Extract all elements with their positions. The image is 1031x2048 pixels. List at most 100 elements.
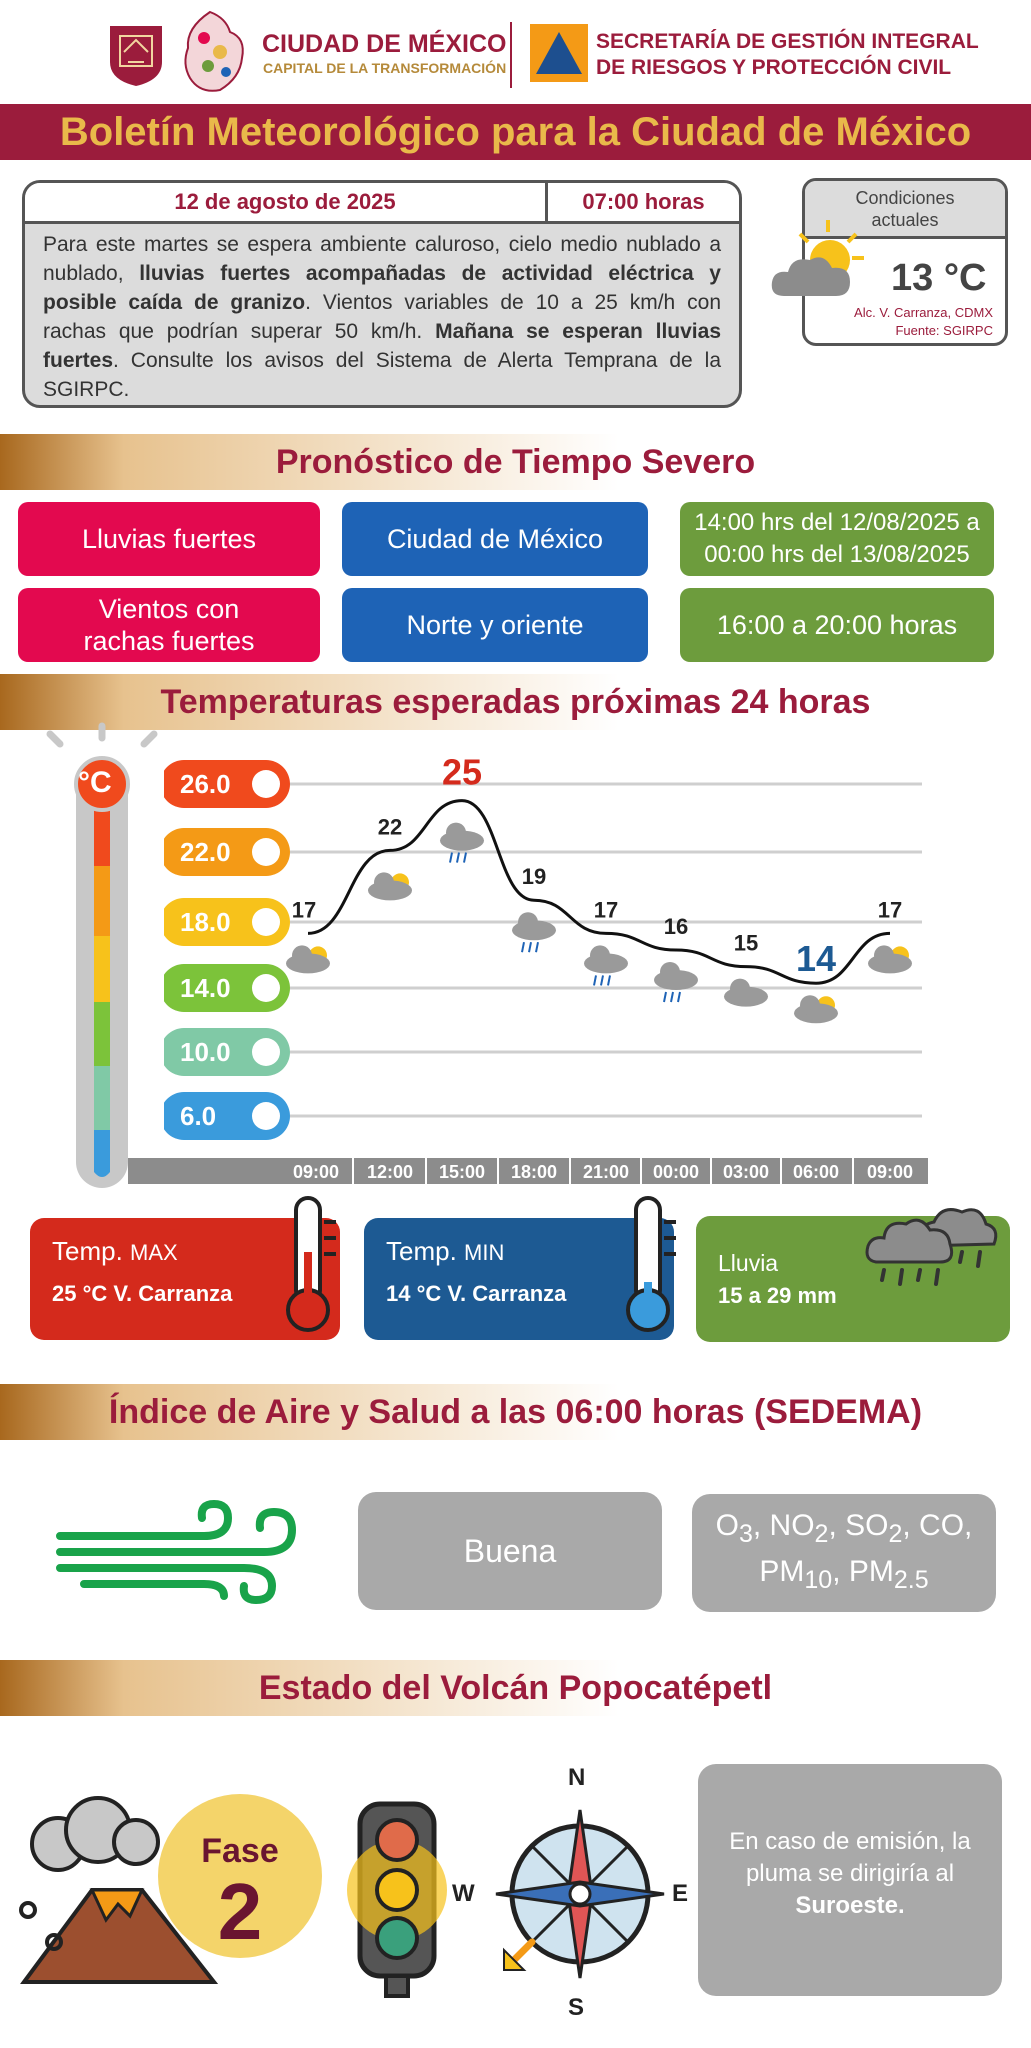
temperature-value-label: 19 [522,864,546,889]
scale-label: 26.0 [180,769,231,799]
plume-direction: Suroeste. [795,1892,905,1919]
cdmx-name: CIUDAD DE MÉXICO [262,30,507,58]
compass-east: E [672,1880,689,1907]
air-pollutants: O3, NO2, SO2, CO, PM10, PM2.5 [692,1494,996,1612]
header: CIUDAD DE MÉXICO CAPITAL DE LA TRANSFORM… [0,0,1031,100]
scale-label: 18.0 [180,907,231,937]
volcano-icon [19,1796,219,1984]
current-temp: 13 °C [891,257,987,299]
rain-drop [670,991,674,1003]
scale-label: 10.0 [180,1037,231,1067]
title-banner: Boletín Meteorológico para la Ciudad de … [0,104,1031,160]
plume-direction-box: En caso de emisión, la pluma se dirigirí… [698,1764,1002,1996]
temperature-line [307,799,891,985]
cdmx-slogan: CAPITAL DE LA TRANSFORMACIÓN [263,60,507,76]
phenomenon-strong-winds: Vientos con rachas fuertes [18,588,320,662]
cloud-puff [518,912,538,933]
cloud-puff [292,945,312,966]
air-title: Índice de Aire y Salud a las 06:00 horas… [108,1392,923,1431]
area-cdmx: Ciudad de México [342,502,648,576]
rain-drop [593,975,597,986]
volcano-title: Estado del Volcán Popocatépetl [258,1668,773,1707]
thermometer-graphic [46,722,158,1188]
cloud-puff [590,945,610,966]
rain-drop [449,852,453,863]
scale-tab-edge [160,1028,164,1076]
header-divider [510,22,512,88]
sun-cloud-icon [771,220,864,296]
cloud-puff [446,822,466,843]
scale-tab [160,760,290,808]
bulletin-date: 12 de agosto de 2025 [25,183,548,221]
thermometer-cold-icon [626,1196,676,1332]
thermometer-unit: °C [78,766,112,799]
temp-max-value: 25 °C V. Carranza [52,1281,233,1306]
severe-banner: Pronóstico de Tiempo Severo [0,434,1031,490]
scale-tab-edge [160,964,164,1012]
scale-tab [160,828,290,876]
cloud-puff [660,962,680,982]
hour-label: 21:00 [583,1162,629,1182]
hour-label: 18:00 [511,1162,557,1182]
rain-drop [521,942,525,953]
temperature-plot: 26.0 22.0 18.0 14.0 10.0 6.0 09:00 12:00 15:00 18… [128,752,928,1184]
rain-value: 15 a 29 mm [718,1283,837,1308]
temp-min-value: 14 °C V. Carranza [386,1281,567,1306]
hour-axis [128,1158,928,1184]
temps-title: Temperaturas esperadas próximas 24 horas [160,682,871,721]
cloud-puff [374,872,394,893]
scale-tab [160,1028,290,1076]
scale-tab-edge [160,760,164,808]
temperature-value-label: 25 [442,752,482,793]
temperature-value-label: 17 [292,897,316,922]
scale-tab-dot [252,908,280,936]
sgirpc-name-line1: SECRETARÍA DE GESTIÓN INTEGRAL [596,30,979,53]
period-winds: 16:00 a 20:00 horas [680,588,994,662]
hour-label: 15:00 [439,1162,485,1182]
sgirpc-logo [530,24,588,82]
scale-tab-dot [252,974,280,1002]
air-quality-status: Buena [358,1492,662,1610]
temperature-value-label: 17 [594,897,618,922]
temperature-value-label: 22 [378,814,402,839]
scale-tab-dot [252,770,280,798]
sgirpc-name-line2: DE RIESGOS Y PROTECCIÓN CIVIL [596,56,952,79]
scale-tab-dot [252,1038,280,1066]
compass-south: S [568,1994,585,2021]
hour-label: 00:00 [653,1162,699,1182]
compass-north: N [568,1764,586,1791]
temperature-value-label: 17 [878,897,902,922]
air-banner: Índice de Aire y Salud a las 06:00 horas… [0,1384,1031,1440]
rain-drop [607,975,611,986]
cloud-puff [874,945,894,966]
scale-tab-edge [160,898,164,946]
hour-label: 12:00 [367,1162,413,1182]
period-rain: 14:00 hrs del 12/08/2025 a 00:00 hrs del… [680,502,994,576]
cdmx-shield-logo [110,26,162,86]
scale-label: 6.0 [180,1101,216,1131]
rain-drop [600,975,604,986]
rain-drop [663,991,667,1003]
rain-drop [528,942,532,953]
temperature-value-label: 15 [734,931,758,956]
traffic-light-icon [347,1801,447,1998]
volcano-banner: Estado del Volcán Popocatépetl [0,1660,1031,1716]
severe-title: Pronóstico de Tiempo Severo [275,442,756,481]
hour-label: 09:00 [293,1162,339,1182]
bulletin-box: 12 de agosto de 2025 07:00 horas Para es… [22,180,742,408]
compass-icon [495,1809,665,1979]
bulletin-text: Para este martes se espera ambiente calu… [43,233,722,401]
current-source: Fuente: SGIRPC [895,323,993,338]
hour-label: 06:00 [793,1162,839,1182]
temperature-chart: °C 26.0 22.0 18.0 14.0 10.0 6.0 09:00 12:00 15:0… [0,720,1031,1200]
rain-drop [456,852,460,863]
temperature-value-label: 16 [664,914,688,939]
rain-cloud-icon [865,1208,998,1286]
scale-tab [160,1092,290,1140]
rain-drop [677,991,681,1003]
hour-label: 09:00 [867,1162,913,1182]
wind-icon [56,1499,297,1604]
bulletin-time: 07:00 horas [582,189,705,214]
scale-tab-dot [252,1102,280,1130]
cdmx-map-logo [184,10,244,92]
